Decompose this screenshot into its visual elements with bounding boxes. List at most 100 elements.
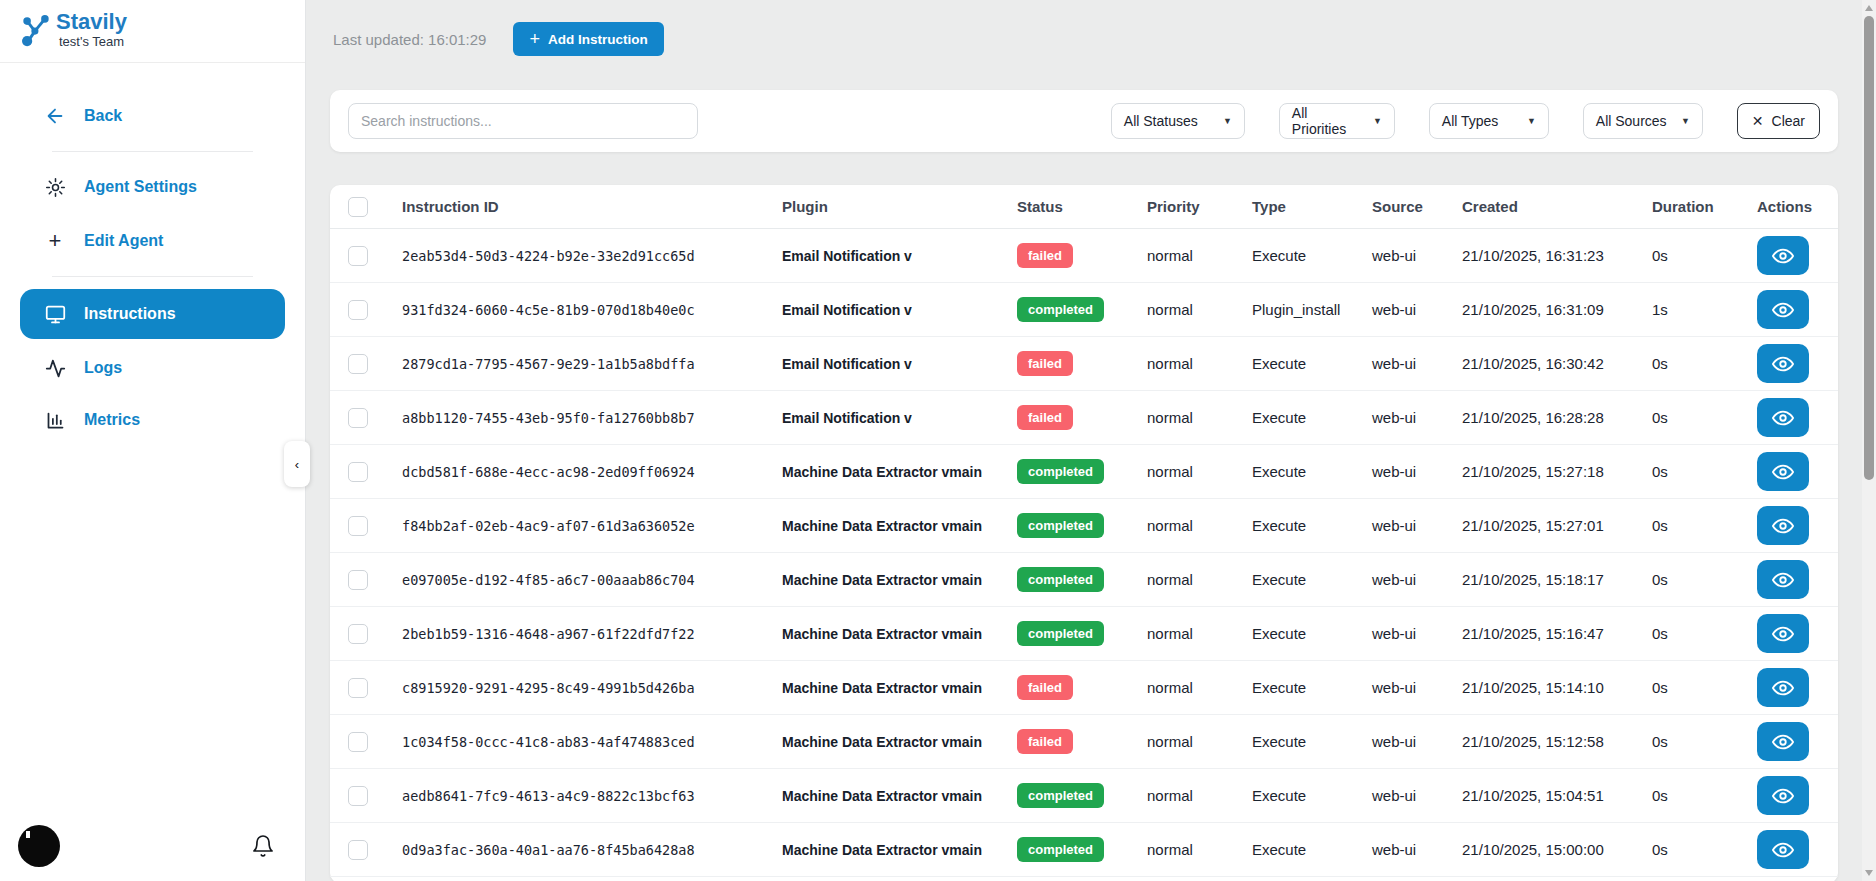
gear-icon [44, 176, 66, 198]
table-row: 0d9a3fac-360a-40a1-aa76-8f45ba6428a8 Mac… [330, 823, 1838, 877]
plugin-name: Machine Data Extractor vmain [770, 842, 1005, 858]
row-checkbox[interactable] [348, 678, 368, 698]
created-value: 21/10/2025, 16:31:09 [1450, 301, 1640, 318]
chevron-down-icon: ▼ [1373, 116, 1382, 126]
source-value: web-ui [1360, 625, 1450, 642]
row-checkbox[interactable] [348, 516, 368, 536]
col-header-status: Status [1005, 198, 1135, 215]
table-row: c8915920-9291-4295-8c49-4991b5d426ba Mac… [330, 661, 1838, 715]
sidebar-item-metrics[interactable]: Metrics [20, 397, 285, 443]
status-badge: completed [1017, 459, 1104, 484]
status-badge: failed [1017, 405, 1073, 430]
instruction-id: 0d9a3fac-360a-40a1-aa76-8f45ba6428a8 [390, 842, 770, 858]
row-checkbox[interactable] [348, 570, 368, 590]
sidebar-item-back[interactable]: Back [20, 89, 285, 139]
table-row: 931fd324-6060-4c5e-81b9-070d18b40e0c Ema… [330, 283, 1838, 337]
eye-icon [1772, 299, 1794, 321]
status-badge: failed [1017, 729, 1073, 754]
search-input[interactable] [348, 103, 698, 139]
view-instruction-button[interactable] [1757, 236, 1809, 275]
status-badge: completed [1017, 783, 1104, 808]
eye-icon [1772, 245, 1794, 267]
status-badge: completed [1017, 513, 1104, 538]
sidebar: Stavily test's Team Back Agent Settings [0, 0, 306, 881]
row-checkbox[interactable] [348, 732, 368, 752]
chevron-down-icon: ▼ [1681, 116, 1690, 126]
status-badge: failed [1017, 351, 1073, 376]
table-row: 2eab53d4-50d3-4224-b92e-33e2d91cc65d Ema… [330, 229, 1838, 283]
types-dropdown[interactable]: All Types▼ [1429, 103, 1549, 139]
select-all-checkbox[interactable] [348, 197, 368, 217]
view-instruction-button[interactable] [1757, 560, 1809, 599]
col-header-priority: Priority [1135, 198, 1240, 215]
view-instruction-button[interactable] [1757, 452, 1809, 491]
eye-icon [1772, 353, 1794, 375]
view-instruction-button[interactable] [1757, 398, 1809, 437]
add-instruction-button[interactable]: + Add Instruction [513, 22, 663, 56]
table-row: aedb8641-7fc9-4613-a4c9-8822c13bcf63 Mac… [330, 769, 1838, 823]
divider [52, 151, 253, 152]
view-instruction-button[interactable] [1757, 668, 1809, 707]
table-body: 2eab53d4-50d3-4224-b92e-33e2d91cc65d Ema… [330, 229, 1838, 877]
col-header-duration: Duration [1640, 198, 1745, 215]
instruction-id: 2eab53d4-50d3-4224-b92e-33e2d91cc65d [390, 248, 770, 264]
priority-value: normal [1135, 409, 1240, 426]
created-value: 21/10/2025, 15:27:01 [1450, 517, 1640, 534]
created-value: 21/10/2025, 15:04:51 [1450, 787, 1640, 804]
type-value: Plugin_install [1240, 301, 1360, 318]
scrollbar-down-arrow[interactable] [1865, 870, 1873, 876]
type-value: Execute [1240, 463, 1360, 480]
created-value: 21/10/2025, 16:30:42 [1450, 355, 1640, 372]
type-value: Execute [1240, 355, 1360, 372]
priority-value: normal [1135, 733, 1240, 750]
type-value: Execute [1240, 733, 1360, 750]
row-checkbox[interactable] [348, 624, 368, 644]
view-instruction-button[interactable] [1757, 290, 1809, 329]
col-header-instruction-id: Instruction ID [390, 198, 770, 215]
row-checkbox[interactable] [348, 786, 368, 806]
priority-value: normal [1135, 247, 1240, 264]
instruction-id: f84bb2af-02eb-4ac9-af07-61d3a636052e [390, 518, 770, 534]
row-checkbox[interactable] [348, 840, 368, 860]
status-badge: failed [1017, 675, 1073, 700]
row-checkbox[interactable] [348, 354, 368, 374]
view-instruction-button[interactable] [1757, 614, 1809, 653]
view-instruction-button[interactable] [1757, 506, 1809, 545]
scrollbar-up-arrow[interactable] [1865, 5, 1873, 11]
sources-dropdown[interactable]: All Sources▼ [1583, 103, 1703, 139]
duration-value: 0s [1640, 247, 1745, 264]
created-value: 21/10/2025, 15:14:10 [1450, 679, 1640, 696]
notifications-bell-icon[interactable] [251, 834, 275, 858]
duration-value: 0s [1640, 733, 1745, 750]
sidebar-collapse-handle[interactable]: ‹ [284, 441, 310, 487]
page-scrollbar[interactable] [1862, 0, 1876, 881]
sidebar-item-agent-settings[interactable]: Agent Settings [20, 164, 285, 210]
sidebar-item-instructions[interactable]: Instructions [20, 289, 285, 339]
row-checkbox[interactable] [348, 462, 368, 482]
col-header-created: Created [1450, 198, 1640, 215]
plugin-name: Machine Data Extractor vmain [770, 518, 1005, 534]
row-checkbox[interactable] [348, 246, 368, 266]
eye-icon [1772, 569, 1794, 591]
statuses-dropdown[interactable]: All Statuses▼ [1111, 103, 1245, 139]
sidebar-item-edit-agent[interactable]: + Edit Agent [20, 218, 285, 264]
view-instruction-button[interactable] [1757, 776, 1809, 815]
plugin-name: Machine Data Extractor vmain [770, 734, 1005, 750]
user-avatar[interactable] [18, 825, 60, 867]
clear-filters-button[interactable]: ✕ Clear [1737, 103, 1820, 139]
table-row: 2beb1b59-1316-4648-a967-61f22dfd7f22 Mac… [330, 607, 1838, 661]
view-instruction-button[interactable] [1757, 722, 1809, 761]
row-checkbox[interactable] [348, 300, 368, 320]
sidebar-item-logs[interactable]: Logs [20, 345, 285, 391]
priorities-dropdown[interactable]: All Priorities▼ [1279, 103, 1395, 139]
plugin-name: Machine Data Extractor vmain [770, 788, 1005, 804]
view-instruction-button[interactable] [1757, 344, 1809, 383]
col-header-plugin: Plugin [770, 198, 1005, 215]
instruction-id: 2beb1b59-1316-4648-a967-61f22dfd7f22 [390, 626, 770, 642]
view-instruction-button[interactable] [1757, 830, 1809, 869]
duration-value: 0s [1640, 409, 1745, 426]
plugin-name: Machine Data Extractor vmain [770, 572, 1005, 588]
scrollbar-thumb[interactable] [1864, 16, 1874, 480]
row-checkbox[interactable] [348, 408, 368, 428]
instruction-id: e097005e-d192-4f85-a6c7-00aaab86c704 [390, 572, 770, 588]
